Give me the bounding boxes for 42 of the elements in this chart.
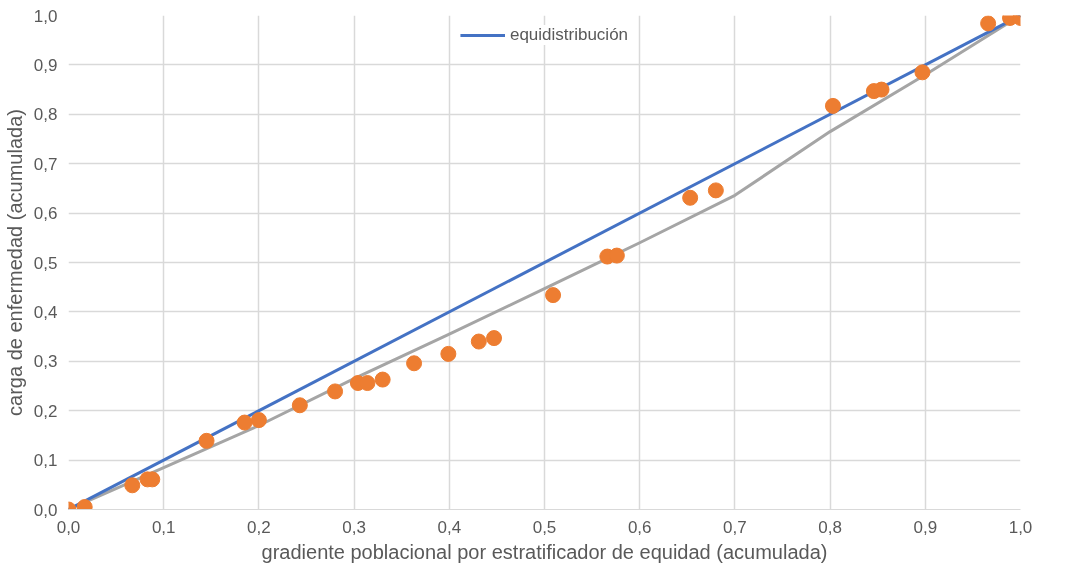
y-tick-label: 0,4 <box>33 302 58 322</box>
x-tick-label: 0,7 <box>723 517 747 537</box>
x-tick-label: 0,9 <box>913 517 938 537</box>
point <box>327 383 344 400</box>
y-axis-title: carga de enfermedad (acumulada) <box>3 109 26 416</box>
y-tick-label: 0,8 <box>33 105 58 125</box>
x-tick-label: 0,1 <box>151 517 176 537</box>
x-tick-label: 0,3 <box>342 517 366 537</box>
x-axis-title: gradiente poblacional por estratificador de equidad (acumulada) <box>261 540 828 563</box>
x-tick-label: 0,8 <box>818 517 842 537</box>
y-tick-label: 0,5 <box>33 253 58 273</box>
x-tick-label: 0,4 <box>437 517 462 537</box>
point <box>440 345 457 362</box>
point <box>236 414 253 431</box>
y-tick-label: 0,2 <box>33 401 58 421</box>
point <box>486 330 503 347</box>
x-tick-label: 0,5 <box>532 517 557 537</box>
point <box>545 287 562 304</box>
point <box>824 97 841 114</box>
x-tick-label: 0,6 <box>627 517 652 537</box>
y-tick-label: 0,9 <box>33 55 58 75</box>
point <box>914 64 931 81</box>
y-tick-label: 0,7 <box>33 154 58 174</box>
point <box>980 15 997 32</box>
point <box>291 397 308 414</box>
x-tick-label: 1,0 <box>1008 517 1033 537</box>
x-tick-label: 0,2 <box>247 517 271 537</box>
y-tick-label: 0,0 <box>33 500 58 520</box>
y-tick-label: 0,6 <box>33 204 58 224</box>
legend-label: equidistribución <box>509 25 629 45</box>
point <box>198 432 215 449</box>
point <box>250 412 267 429</box>
point <box>707 182 724 199</box>
y-tick-label: 0,1 <box>33 451 58 471</box>
point <box>124 477 141 494</box>
y-tick-label: 1,0 <box>33 6 58 26</box>
point <box>470 333 487 350</box>
point <box>682 189 699 206</box>
y-tick-label: 0,3 <box>33 352 58 372</box>
point <box>406 355 423 372</box>
point <box>374 371 391 388</box>
x-tick-label: 0,0 <box>56 517 81 537</box>
